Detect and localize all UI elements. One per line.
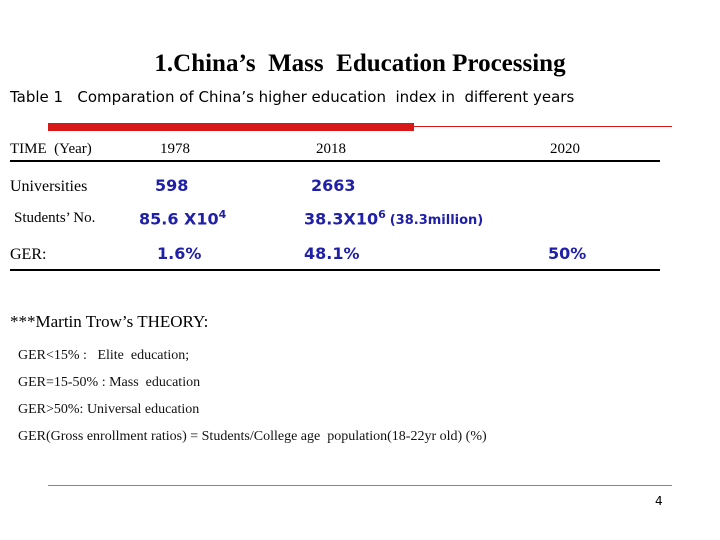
table-cell: 1.6%: [157, 244, 201, 263]
table-caption: Table 1 Comparation of China’s higher ed…: [10, 88, 575, 106]
cell-exponent: 4: [218, 208, 227, 221]
header-cell: 1978: [160, 141, 190, 157]
footer-rule: [48, 485, 672, 486]
theory-line: GER>50%: Universal education: [18, 402, 200, 417]
cell-value: 85.6 X10: [139, 209, 219, 229]
theory-line: GER(Gross enrollment ratios) = Students/…: [18, 429, 487, 444]
cell-value: 50%: [548, 244, 587, 263]
table-cell: 48.1%: [304, 244, 360, 263]
cell-value: 38.3X10: [304, 209, 379, 229]
theory-line: GER=15-50% : Mass education: [18, 375, 201, 390]
header-cell: 2020: [550, 141, 580, 157]
table-cell: 50%: [548, 244, 586, 263]
table-cell: 2663: [311, 176, 356, 195]
row-label: Students’ No.: [14, 210, 96, 226]
slide-title: 1.China’s Mass Education Processing: [154, 50, 566, 77]
accent-bar: [48, 123, 414, 131]
cell-exponent: 6: [378, 208, 386, 221]
header-rule: [10, 160, 660, 162]
cell-value: 48.1%: [304, 244, 360, 263]
cell-value: 1.6%: [157, 244, 202, 263]
accent-line: [414, 126, 672, 127]
cell-value: 598: [155, 176, 189, 195]
cell-note: (38.3million): [389, 213, 484, 229]
header-cell: TIME (Year): [10, 141, 92, 157]
header-cell: 2018: [316, 141, 346, 157]
row-label: Universities: [10, 178, 88, 195]
table-cell: 38.3X106 (38.3million): [304, 208, 483, 228]
cell-value: 2663: [311, 176, 356, 195]
table-cell: 598: [155, 176, 188, 195]
table-rule: [10, 269, 660, 271]
theory-line: GER<15% : Elite education;: [18, 348, 190, 363]
theory-heading: ***Martin Trow’s THEORY:: [10, 312, 209, 331]
table-cell: 85.6 X104: [139, 208, 226, 228]
row-label: GER:: [10, 246, 47, 263]
page-number: 4: [655, 494, 663, 508]
